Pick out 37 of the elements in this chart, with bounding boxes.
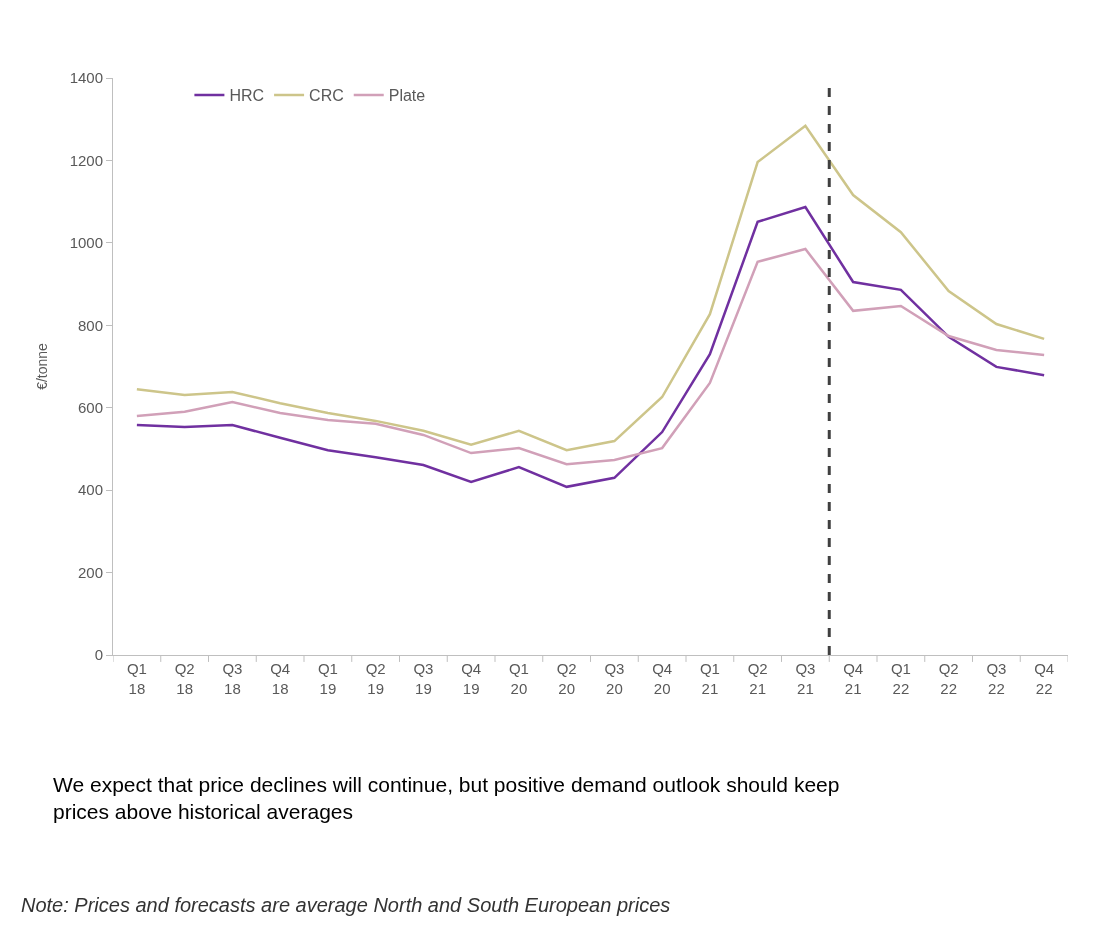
- x-tick-label: Q2 18: [174, 660, 195, 697]
- x-tick-label: Q1 21: [699, 660, 720, 697]
- x-tick-label: Q2 20: [556, 660, 577, 697]
- y-tick-label: 200: [77, 563, 103, 581]
- x-tick-label: Q4 21: [843, 660, 864, 697]
- y-tick-label: 0: [94, 646, 103, 664]
- x-tick-label: Q3 21: [795, 660, 816, 697]
- x-tick-label: Q1 22: [890, 660, 911, 697]
- x-tick-label: Q2 21: [747, 660, 768, 697]
- x-tick-label: Q4 19: [461, 660, 482, 697]
- y-tick-label: 1400: [69, 69, 103, 87]
- y-tick-label: 400: [77, 481, 103, 499]
- y-tick-label: 1200: [69, 151, 103, 169]
- x-tick-label: Q3 22: [986, 660, 1007, 697]
- x-tick-label: Q1 20: [508, 660, 529, 697]
- legend-label: Plate: [388, 87, 426, 105]
- x-tick-label: Q4 18: [270, 660, 291, 697]
- x-tick-label: Q3 20: [604, 660, 625, 697]
- y-tick-label: 1000: [69, 234, 103, 252]
- line-series: [135, 205, 1046, 489]
- line-series: [135, 247, 1046, 466]
- x-tick-label: Q2 22: [938, 660, 959, 697]
- text: Note: Prices and forecasts are average North and South European prices: [21, 894, 671, 916]
- x-tick-label: Q1 19: [317, 660, 338, 697]
- x-tick-label: Q3 18: [222, 660, 243, 697]
- y-tick-label: 800: [77, 316, 103, 334]
- text: We expect that price declines will continue, but positive demand outlook should keep prices above historical averages: [53, 773, 840, 824]
- y-axis-title: €/tonne: [34, 342, 51, 390]
- x-tick-label: Q4 22: [1034, 660, 1055, 697]
- y-tick-label: 600: [77, 398, 103, 416]
- line-series: [135, 124, 1046, 452]
- legend-label: CRC: [309, 87, 344, 105]
- x-tick-label: Q4 20: [652, 660, 673, 697]
- x-tick-label: Q2 19: [365, 660, 386, 697]
- x-tick-label: Q3 19: [413, 660, 434, 697]
- x-tick-label: Q1 18: [126, 660, 147, 697]
- legend-label: HRC: [229, 87, 265, 105]
